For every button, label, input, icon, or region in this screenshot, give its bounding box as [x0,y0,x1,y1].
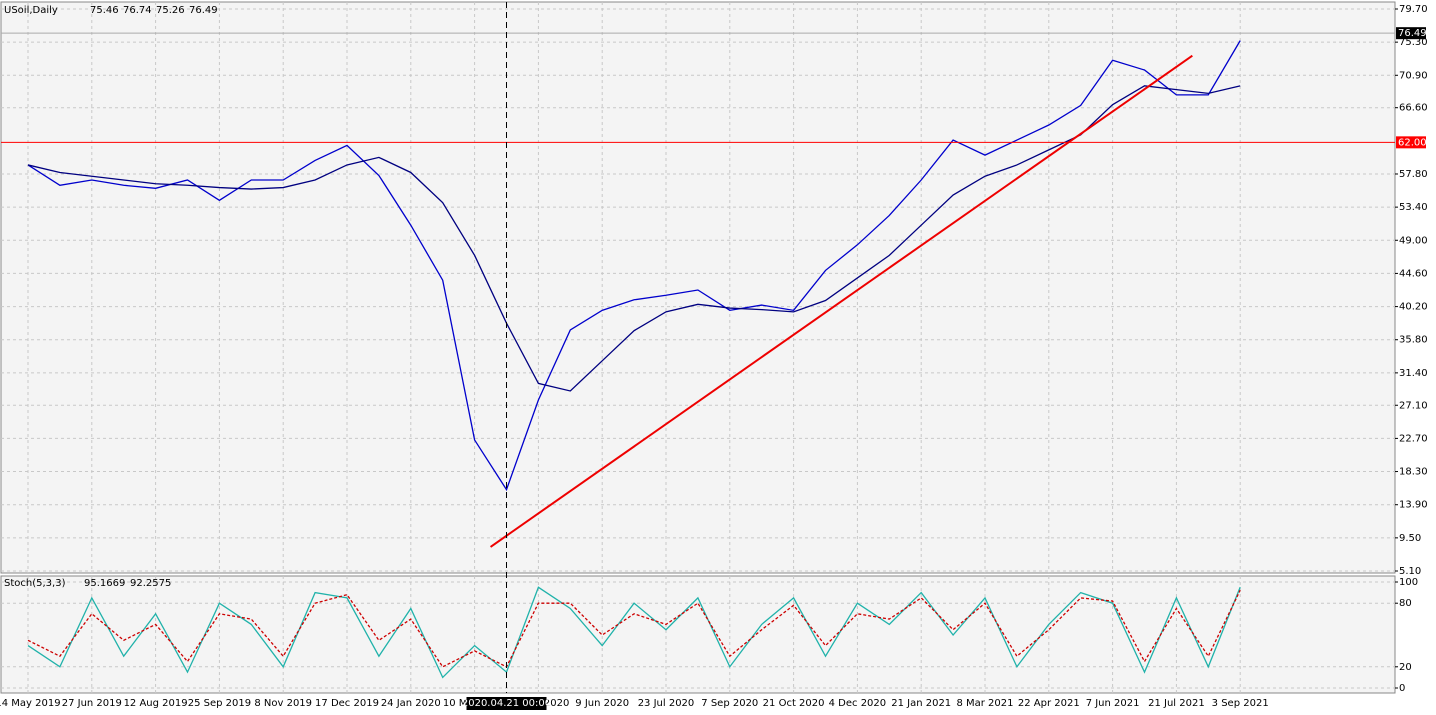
last-price-label: 76.49 [1398,28,1427,39]
x-tick-label: 12 Aug 2019 [124,698,188,709]
x-tick-label: 17 Dec 2019 [315,698,379,709]
x-tick-label: 9 Jun 2020 [575,698,629,709]
ohlc-value: 75.26 [156,5,185,16]
y-tick-label: 22.70 [1399,433,1428,444]
y-tick-label: 35.80 [1399,335,1428,346]
x-tick-label: 7 Jun 2021 [1086,698,1140,709]
series-line [27,40,1241,492]
y-tick-label: 20 [1399,662,1412,673]
x-tick-label: 21 Oct 2020 [763,698,825,709]
y-tick-label: 75.30 [1399,37,1428,48]
trend-line [489,54,1193,548]
x-tick-label: 21 Jan 2021 [891,698,951,709]
ohlc-value: 76.74 [123,5,152,16]
series-line [27,589,1241,668]
ohlc-value: 76.49 [189,5,218,16]
x-tick-label: 4 Dec 2020 [829,698,887,709]
y-tick-label: 5.10 [1399,566,1421,577]
y-tick-label: 100 [1399,577,1418,588]
x-tick-label: 7 Sep 2020 [701,698,758,709]
stoch-pane [0,575,1396,694]
y-tick-label: 53.40 [1399,202,1428,213]
y-tick-label: 44.60 [1399,268,1428,279]
x-tick-label: 25 Sep 2019 [188,698,251,709]
symbol: USoil,Daily [4,5,58,16]
x-tick-label: 21 Jul 2021 [1148,698,1205,709]
y-tick-label: 13.90 [1399,500,1428,511]
y-tick-label: 0 [1399,683,1405,694]
stoch-reading: 92.2575 [130,578,171,589]
y-tick-label: 9.50 [1399,533,1421,544]
y-tick-label: 66.60 [1399,103,1428,114]
y-tick-label: 31.40 [1399,368,1428,379]
y-tick-label: 40.20 [1399,302,1428,313]
level-label-box [1396,136,1426,149]
stoch-reading: 95.1669 [84,578,125,589]
crosshair-label: 2020.04.21 00:00 [462,698,551,709]
y-tick-label: 70.90 [1399,70,1428,81]
x-tick-label: 24 Jan 2020 [381,698,441,709]
y-tick-label: 18.30 [1399,467,1428,478]
last-price-box [1396,27,1426,40]
y-tick-label: 49.00 [1399,235,1428,246]
indicator-name: Stoch(5,3,3) [4,578,66,589]
crosshair-box [466,697,547,710]
y-tick-label: 57.80 [1399,169,1428,180]
series-line [27,85,1241,392]
x-tick-label: 8 Mar 2021 [956,698,1013,709]
y-tick-label: 79.70 [1399,4,1428,15]
x-tick-label: 8 Nov 2019 [254,698,312,709]
y-tick-label: 27.10 [1399,400,1428,411]
x-tick-label: 22 Apr 2021 [1018,698,1080,709]
x-tick-label: 14 May 2019 [0,698,61,709]
level-label: 62.00 [1398,137,1427,148]
x-tick-label: 23 Jul 2020 [638,698,695,709]
ohlc-value: 75.46 [90,5,119,16]
x-tick-label: 27 Jun 2019 [62,698,122,709]
price-pane [0,1,1396,574]
x-tick-label: 3 Sep 2021 [1212,698,1269,709]
y-tick-label: 80 [1399,598,1412,609]
layer [1,2,1395,693]
